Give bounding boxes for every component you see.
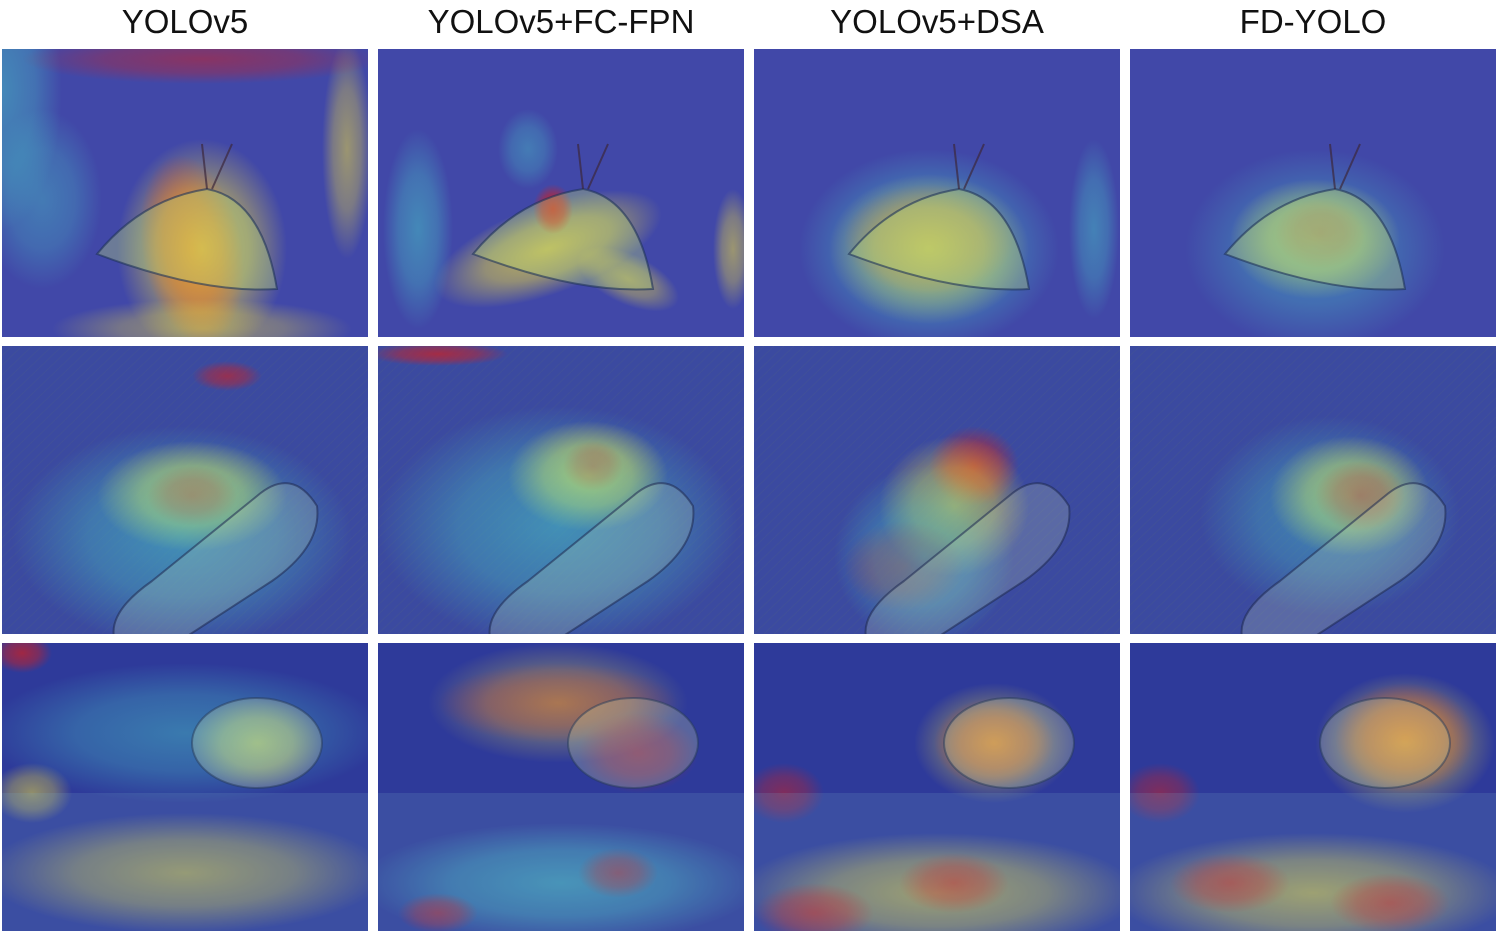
heatmap-panel-aphids-3 — [754, 643, 1120, 931]
heatmap-panel-planthopper-4 — [1130, 346, 1496, 634]
heatmap-panel-aphids-4 — [1130, 643, 1496, 931]
column-title-fd-yolo: FD-YOLO — [1239, 3, 1387, 40]
column-title-dsa: YOLOv5+DSA — [830, 3, 1044, 40]
heatmap-panel-moth-3 — [754, 49, 1120, 337]
heatmap-panel-planthopper-3 — [754, 346, 1120, 634]
heatmap-panel-aphids-2 — [378, 643, 744, 931]
heatmap-panel-moth-4 — [1130, 49, 1496, 337]
heatmap-panel-aphids-1 — [2, 643, 368, 931]
column-title-fc-fpn: YOLOv5+FC-FPN — [427, 3, 695, 40]
heatmap-panel-moth-1 — [2, 49, 368, 337]
heatmap-panel-planthopper-1 — [2, 346, 368, 634]
heatmap-panel-moth-2 — [378, 49, 744, 337]
heatmap-panel-planthopper-2 — [378, 346, 744, 634]
column-title-yolov5: YOLOv5 — [121, 3, 249, 40]
